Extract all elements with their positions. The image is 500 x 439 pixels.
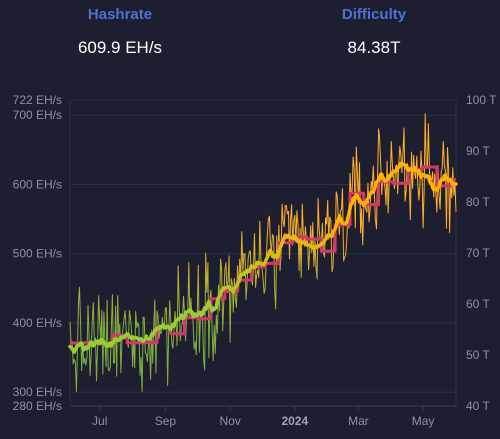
difficulty-tick-label: 100 T <box>466 93 497 107</box>
difficulty-tick-label: 90 T <box>466 144 490 158</box>
date-tick-label: May <box>412 414 435 428</box>
date-tick-label: Sep <box>155 414 177 428</box>
difficulty-tick-label: 70 T <box>466 246 490 260</box>
date-axis: Jul Sep Nov 2024 Mar May <box>70 405 456 428</box>
difficulty-label: Difficulty <box>341 6 407 23</box>
difficulty-tick-label: 60 T <box>466 297 490 311</box>
hashrate-tick-label: 700 EH/s <box>13 108 62 122</box>
hashrate-tick-label: 280 EH/s <box>13 399 62 413</box>
date-tick-label: Mar <box>348 414 369 428</box>
hashrate-label: Hashrate <box>87 6 153 23</box>
date-tick-label: Nov <box>219 414 240 428</box>
difficulty-tick-label: 50 T <box>466 348 490 362</box>
date-tick-label: Jul <box>92 414 107 428</box>
hashrate-value: 609.9 EH/s <box>77 38 163 57</box>
hashrate-stat: Hashrate 609.9 EH/s <box>20 6 220 58</box>
hashrate-tick-label: 600 EH/s <box>13 177 62 191</box>
stats-header: Hashrate 609.9 EH/s Difficulty 84.38T <box>0 0 500 80</box>
difficulty-tick-label: 40 T <box>466 399 490 413</box>
hashrate-tick-label: 300 EH/s <box>13 385 62 399</box>
date-tick-label: 2024 <box>281 414 308 428</box>
hashrate-tick-label: 400 EH/s <box>13 316 62 330</box>
difficulty-axis: 40 T 50 T 60 T 70 T 80 T 90 T 100 T <box>455 93 497 413</box>
grid-lines <box>70 99 456 407</box>
difficulty-value: 84.38T <box>347 38 401 57</box>
hashrate-tick-label: 500 EH/s <box>13 247 62 261</box>
hashrate-daily-line <box>69 113 457 392</box>
hashrate-tick-label: 722 EH/s <box>13 93 62 107</box>
difficulty-stat: Difficulty 84.38T <box>274 6 474 58</box>
hashrate-average-line <box>68 161 458 354</box>
difficulty-tick-label: 80 T <box>466 195 490 209</box>
